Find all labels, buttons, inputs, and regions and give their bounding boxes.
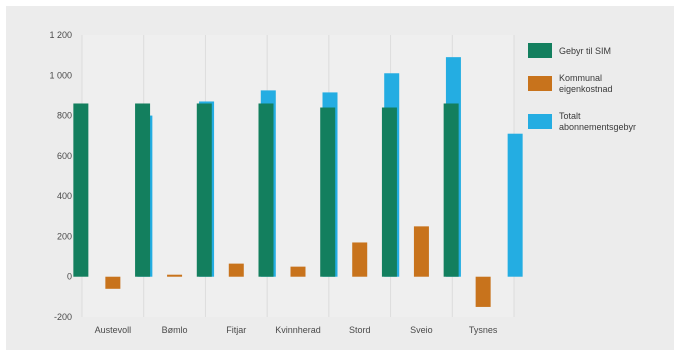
- x-tick-label: Tysnes: [469, 325, 498, 335]
- bar-chart: -200 0 200 400 600 800 1 000 1 200 Austevoll Bøm…: [49, 30, 636, 335]
- bar: [228, 263, 244, 277]
- y-tick-label: 1 200: [49, 30, 72, 40]
- legend: Gebyr til SIM Kommunal eigenkostnad Totalt a…: [528, 43, 636, 132]
- y-tick-label: -200: [54, 312, 72, 322]
- legend-swatch: [528, 76, 552, 91]
- y-axis: -200 0 200 400 600 800 1 000 1 200: [49, 30, 72, 322]
- x-tick-label: Stord: [349, 325, 371, 335]
- y-tick-label: 200: [57, 231, 72, 241]
- bar: [352, 242, 368, 277]
- legend-label: Kommunal eigenkostnad: [559, 73, 613, 94]
- y-tick-label: 1 000: [49, 70, 72, 80]
- legend-swatch: [528, 43, 552, 58]
- bar: [443, 103, 459, 277]
- bar: [290, 266, 306, 277]
- bar: [381, 107, 397, 277]
- x-axis: Austevoll Bømlo Fitjar Kvinnherad Stord Sveio…: [95, 325, 498, 335]
- bar: [135, 103, 151, 277]
- legend-label: Gebyr til SIM: [559, 46, 611, 56]
- bar: [258, 103, 274, 277]
- x-tick-label: Sveio: [410, 325, 433, 335]
- bar: [320, 107, 336, 277]
- y-tick-label: 0: [67, 272, 72, 282]
- y-tick-label: 800: [57, 111, 72, 121]
- bar: [167, 274, 183, 277]
- chart-frame: -200 0 200 400 600 800 1 000 1 200 Austevoll Bøm…: [6, 6, 674, 350]
- bar: [507, 133, 523, 277]
- bar: [105, 276, 121, 289]
- legend-swatch: [528, 114, 552, 129]
- x-tick-label: Bømlo: [162, 325, 188, 335]
- bar: [413, 226, 429, 277]
- y-tick-label: 600: [57, 151, 72, 161]
- x-tick-label: Kvinnherad: [275, 325, 321, 335]
- y-tick-label: 400: [57, 191, 72, 201]
- bar: [73, 103, 89, 277]
- bars-layer: [73, 57, 523, 307]
- x-tick-label: Fitjar: [226, 325, 246, 335]
- bar: [475, 276, 491, 307]
- x-tick-label: Austevoll: [95, 325, 132, 335]
- legend-label: Totalt abonnementsgebyr: [559, 111, 636, 132]
- bar: [196, 103, 212, 277]
